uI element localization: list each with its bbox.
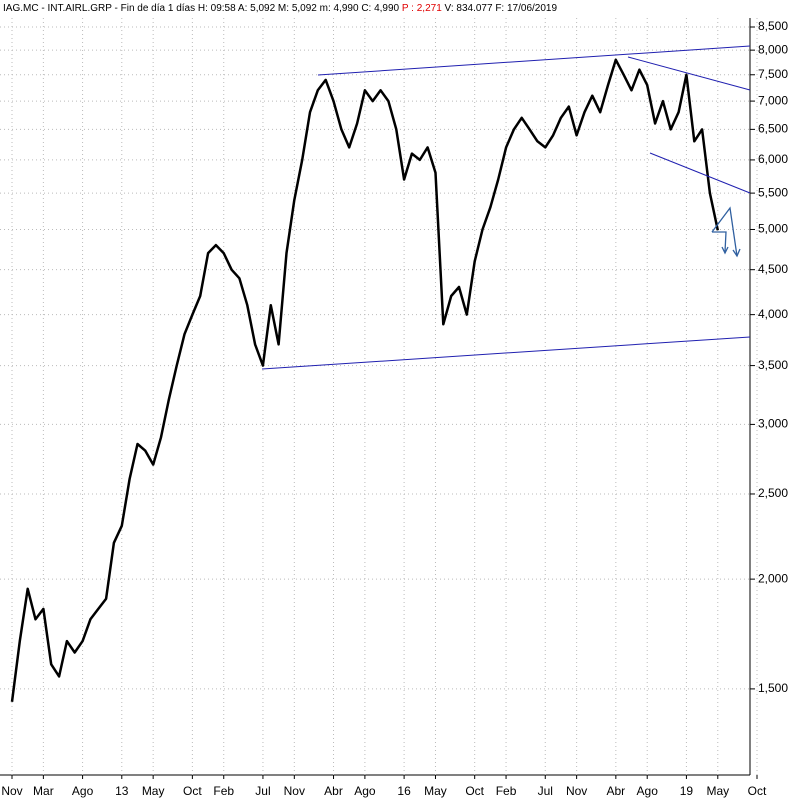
- y-tick-label: 2,500: [758, 486, 788, 500]
- y-tick-label: 2,000: [758, 571, 788, 585]
- arrow-head: [721, 246, 729, 255]
- trendline: [627, 56, 751, 91]
- x-tick-label: 19: [680, 784, 694, 798]
- y-tick-label: 3,500: [758, 358, 788, 372]
- x-tick-label: Abr: [324, 784, 343, 798]
- x-tick-label: 16: [397, 784, 411, 798]
- y-tick-label: 7,500: [758, 67, 788, 81]
- y-tick-label: 5,000: [758, 222, 788, 236]
- arrows: [711, 206, 741, 258]
- y-tick-label: 5,500: [758, 185, 788, 199]
- x-tick-label: Abr: [606, 784, 625, 798]
- y-tick-label: 1,500: [758, 681, 788, 695]
- x-tick-label: May: [424, 784, 447, 798]
- x-tick-label: Ago: [354, 784, 376, 798]
- x-tick-label: Oct: [183, 784, 202, 798]
- series: [10, 58, 720, 702]
- y-tick-label: 7,000: [758, 93, 788, 107]
- x-tick-label: Feb: [496, 784, 517, 798]
- x-tick-label: Mar: [33, 784, 54, 798]
- arrow-head: [732, 248, 741, 258]
- y-tick-label: 8,000: [758, 42, 788, 56]
- x-tick-label: Nov: [284, 784, 305, 798]
- x-tick-label: Oct: [465, 784, 484, 798]
- grid: [0, 18, 758, 775]
- trendline: [317, 45, 751, 76]
- trendline: [261, 336, 751, 370]
- y-tick-label: 4,500: [758, 262, 788, 276]
- y-tick-label: 6,500: [758, 122, 788, 136]
- x-tick-label: Ago: [637, 784, 659, 798]
- y-tick-label: 4,000: [758, 307, 788, 321]
- info: V: 834.077 F: 17/06/2019: [445, 3, 558, 14]
- chart-header: IAG.MC - INT.AIRL.GRP - Fin de día 1 día…: [3, 3, 557, 14]
- trendline: [649, 152, 751, 194]
- x-tick-label: 13: [115, 784, 129, 798]
- x-tick-label: May: [706, 784, 729, 798]
- x-tick-label: May: [142, 784, 165, 798]
- x-tick-label: Jul: [255, 784, 270, 798]
- x-tick-label: Nov: [566, 784, 587, 798]
- trendlines: [261, 45, 751, 370]
- y-tick-label: 8,500: [758, 19, 788, 33]
- x-tick-label: Feb: [213, 784, 234, 798]
- arrow: [711, 206, 738, 257]
- chart-title: IAG.MC - INT.AIRL.GRP - Fin de día 1 día…: [3, 3, 400, 14]
- x-tick-label: Jul: [538, 784, 553, 798]
- y-tick-label: 6,000: [758, 152, 788, 166]
- change: P : 2,271: [402, 3, 442, 14]
- price-line: [10, 58, 720, 702]
- x-tick-label: Ago: [72, 784, 94, 798]
- arrow: [712, 231, 727, 253]
- x-tick-label: Oct: [748, 784, 767, 798]
- y-tick-label: 3,000: [758, 417, 788, 431]
- x-tick-label: Nov: [1, 784, 22, 798]
